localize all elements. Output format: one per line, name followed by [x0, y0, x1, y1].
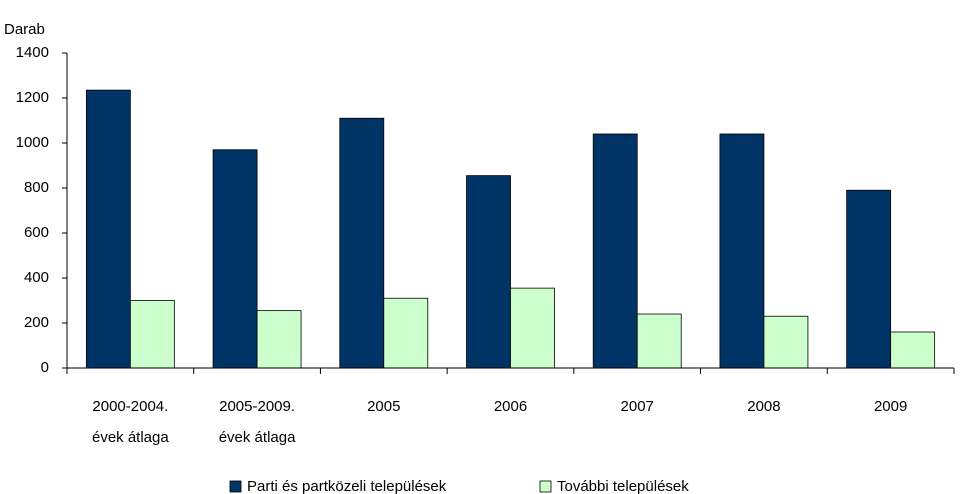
y-tick-label: 1200 — [16, 89, 49, 106]
x-tick-label: évek átlaga — [92, 429, 169, 446]
legend-label: Parti és partközeli települések — [247, 478, 447, 494]
bar — [256, 310, 302, 369]
x-tick-label: 2005-2009. — [219, 398, 295, 415]
bar — [85, 89, 131, 369]
legend-swatch — [539, 480, 552, 493]
x-tick-label: évek átlaga — [219, 429, 296, 446]
y-tick-label: 0 — [41, 359, 49, 376]
bar — [719, 133, 765, 369]
bar — [846, 189, 892, 369]
bar — [129, 300, 175, 369]
x-tick-label: 2000-2004. — [92, 398, 168, 415]
bar — [592, 133, 638, 369]
x-tick-label: 2006 — [494, 398, 527, 415]
x-tick-label: 2008 — [747, 398, 780, 415]
x-tick-label: 2007 — [621, 398, 654, 415]
y-tick-label: 1400 — [16, 44, 49, 61]
x-tick-label: 2005 — [367, 398, 400, 415]
bar — [383, 297, 429, 369]
bar — [212, 149, 258, 369]
bar — [636, 313, 682, 369]
legend-label: További települések — [557, 478, 689, 494]
bar — [466, 175, 511, 369]
bar — [763, 315, 809, 369]
y-tick-label: 200 — [24, 314, 49, 331]
bar — [510, 287, 555, 369]
y-tick-label: 400 — [24, 269, 49, 286]
x-tick-label: 2009 — [874, 398, 907, 415]
legend-swatch — [229, 480, 242, 493]
y-axis-label: Darab — [4, 21, 45, 38]
y-tick-label: 600 — [24, 224, 49, 241]
bar — [339, 117, 385, 369]
y-tick-label: 1000 — [16, 134, 49, 151]
bar — [890, 331, 936, 369]
y-tick-label: 800 — [24, 179, 49, 196]
